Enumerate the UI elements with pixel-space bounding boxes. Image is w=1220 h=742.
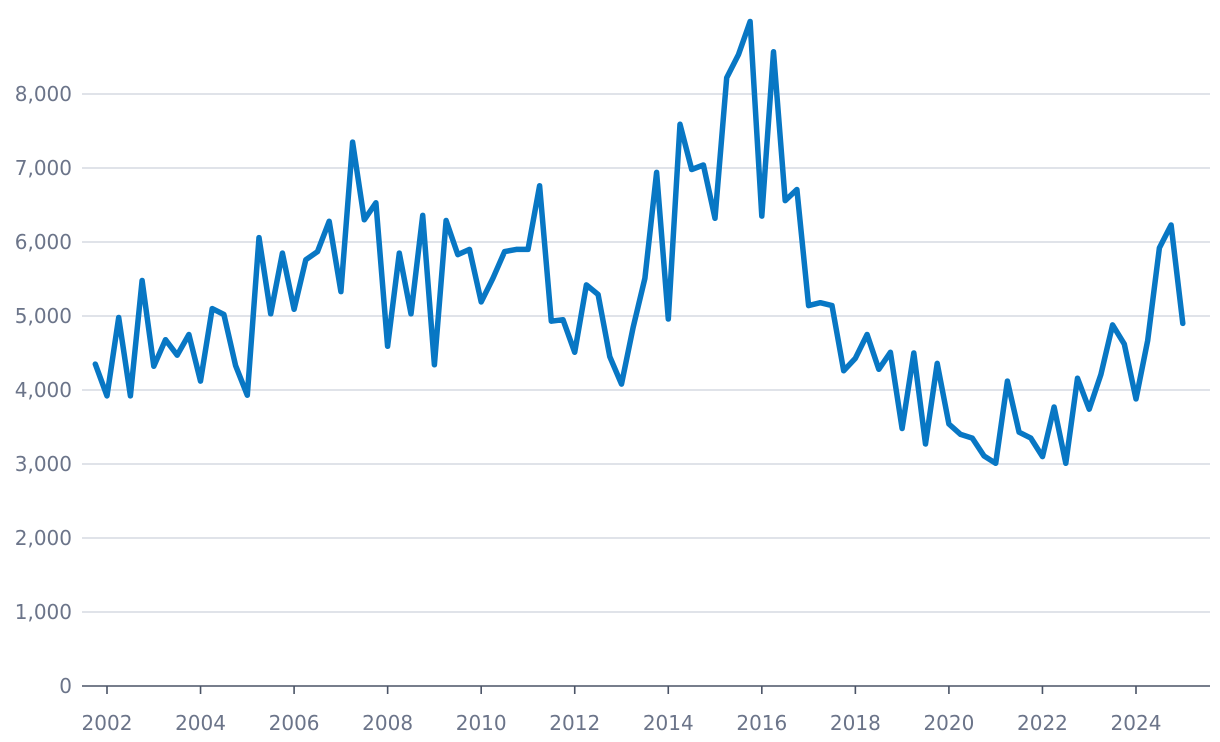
x-tick-label: 2022 (1017, 711, 1068, 735)
x-tick-label: 2008 (362, 711, 413, 735)
x-tick-label: 2024 (1111, 711, 1162, 735)
x-tick-label: 2012 (549, 711, 600, 735)
x-tick-label: 2002 (82, 711, 133, 735)
y-tick-label: 5,000 (15, 304, 72, 328)
y-tick-label: 4,000 (15, 378, 72, 402)
x-tick-label: 2004 (175, 711, 226, 735)
x-axis: 2002 2004 2006 2008 2010 2012 2014 2016 2018 2020… (82, 685, 1210, 735)
x-tick-label: 2018 (830, 711, 881, 735)
y-tick-label: 3,000 (15, 452, 72, 476)
y-axis: 0 1,000 2,000 3,000 4,000 5,000 6,000 7,000 8,00… (15, 82, 72, 698)
y-tick-label: 7,000 (15, 156, 72, 180)
series-line (92, 18, 1186, 467)
y-tick-label: 1,000 (15, 600, 72, 624)
x-tick-label: 2016 (736, 711, 787, 735)
x-tick-label: 2020 (923, 711, 974, 735)
y-tick-label: 8,000 (15, 82, 72, 106)
y-tick-label: 0 (59, 674, 72, 698)
x-tick-label: 2006 (269, 711, 320, 735)
x-tick-label: 2010 (456, 711, 507, 735)
x-tick-label: 2014 (643, 711, 694, 735)
y-tick-label: 6,000 (15, 230, 72, 254)
y-tick-label: 2,000 (15, 526, 72, 550)
series-layer (92, 18, 1186, 467)
